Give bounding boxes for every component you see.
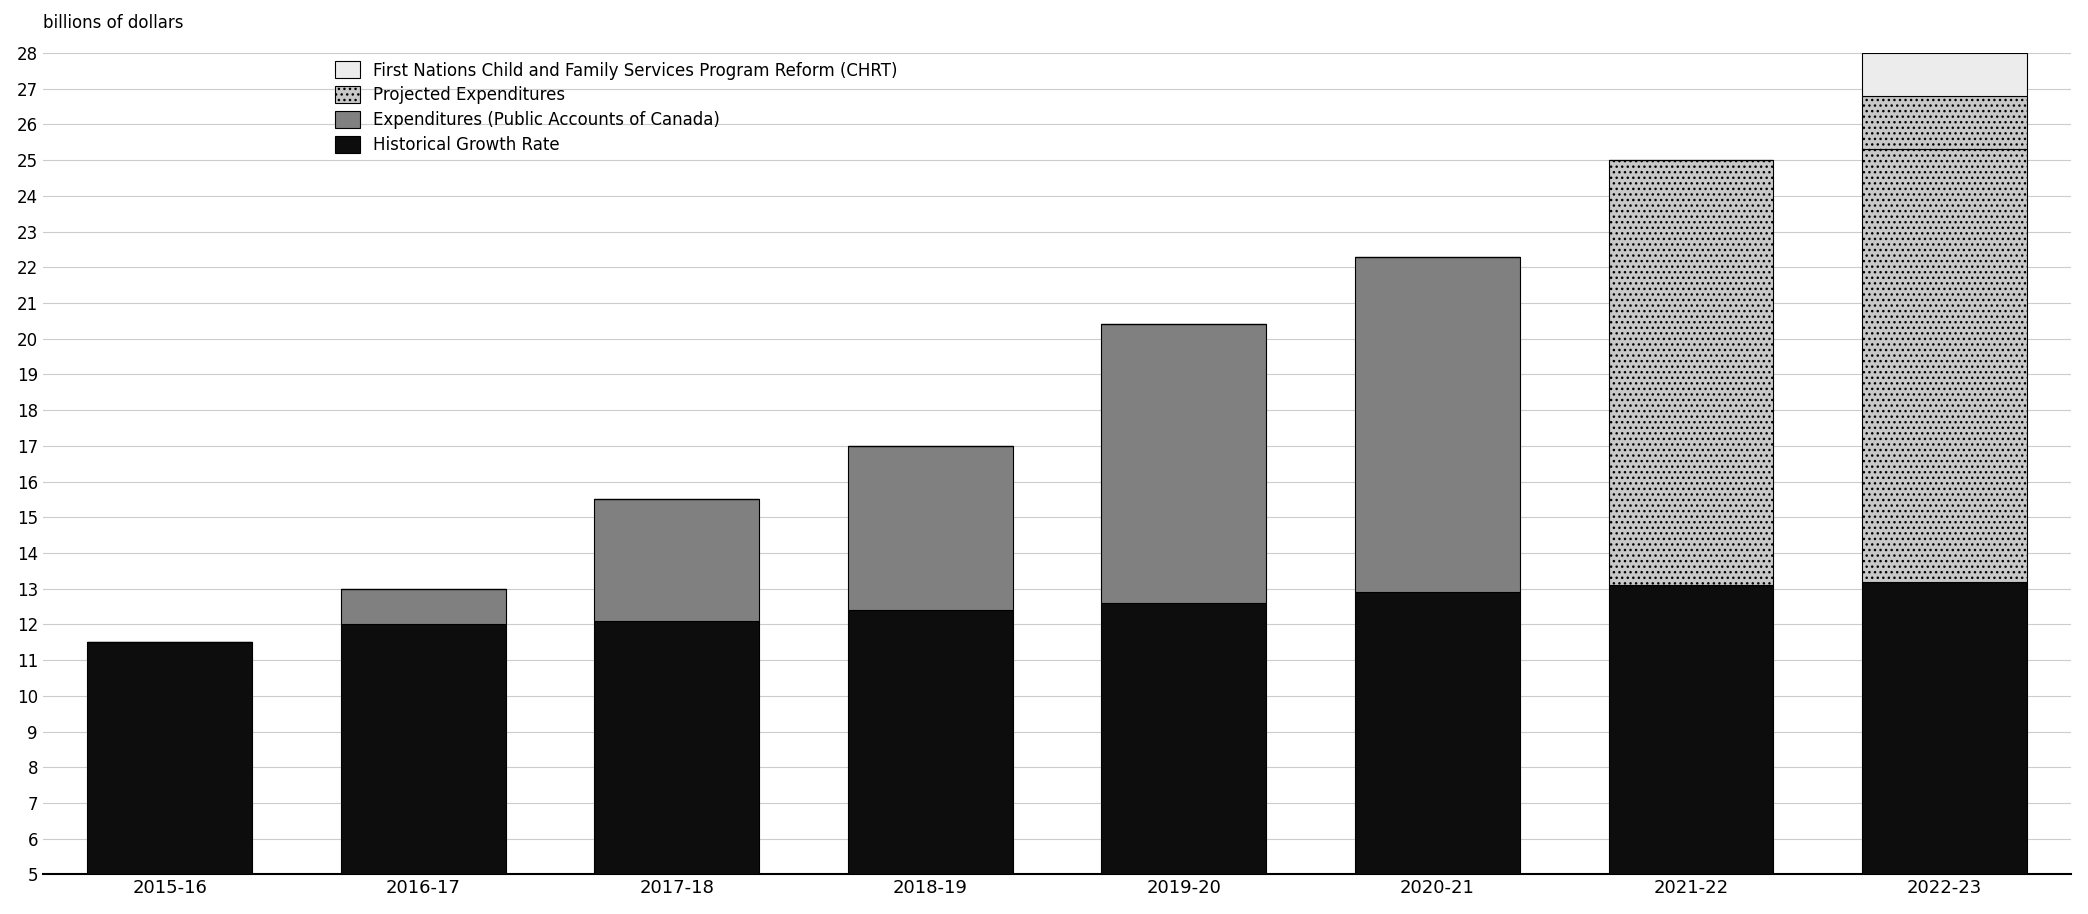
Bar — [1862, 53, 2027, 96]
Bar — [1355, 257, 1520, 592]
Text: billions of dollars: billions of dollars — [42, 14, 184, 32]
Bar — [595, 621, 760, 875]
Bar — [340, 624, 505, 875]
Bar — [340, 589, 505, 624]
Bar — [1102, 324, 1265, 603]
Bar — [1355, 592, 1520, 875]
Legend: First Nations Child and Family Services Program Reform (CHRT), Projected Expendi: First Nations Child and Family Services … — [334, 61, 898, 154]
Bar — [1102, 603, 1265, 875]
Bar — [1862, 581, 2027, 875]
Bar — [1608, 160, 1773, 585]
Bar — [1608, 585, 1773, 875]
Bar — [1862, 96, 2027, 150]
Bar — [1862, 150, 2027, 581]
Bar — [848, 611, 1013, 875]
Bar — [848, 446, 1013, 611]
Bar — [88, 643, 253, 875]
Bar — [595, 499, 760, 621]
